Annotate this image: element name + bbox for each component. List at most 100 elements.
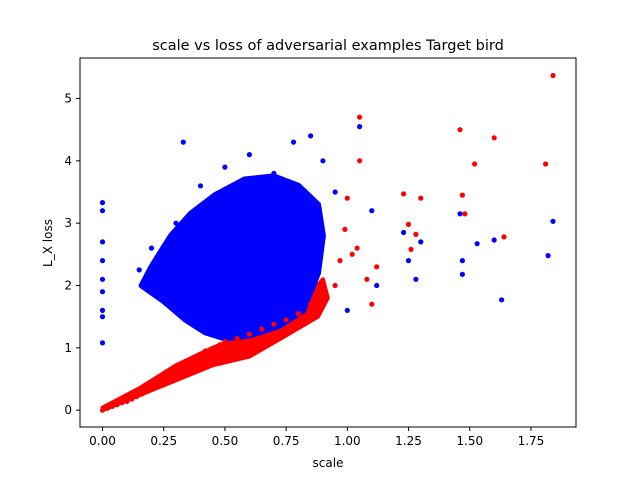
red-point [408,246,414,252]
red-point [153,383,159,390]
blue-point [459,258,465,264]
red-point [491,135,497,141]
blue-point [271,170,277,176]
red-point [134,393,140,400]
red-point [550,72,556,79]
red-point [246,331,252,337]
y-tick-label: 0 [64,403,72,417]
red-point [222,339,228,345]
red-point [259,326,265,332]
chart-title: scale vs loss of adversarial examples Ta… [152,38,504,54]
blue-point [99,289,106,295]
dense-point-clouds [100,173,330,413]
red-point [283,317,289,323]
red-point [295,311,301,317]
y-tick-label: 4 [64,154,72,168]
red-point [168,375,174,381]
red-dense-cluster [100,277,330,413]
red-point [369,301,375,307]
x-tick-label: 1.75 [518,434,545,448]
red-point [357,114,363,120]
red-point [144,388,150,395]
x-tick-label: 0.75 [273,434,300,448]
red-point [337,258,343,264]
blue-point [550,218,556,224]
blue-point [99,307,106,313]
red-point [163,377,169,383]
blue-point [99,208,106,214]
red-point [124,398,130,404]
blue-point [99,200,106,206]
blue-point [491,237,497,243]
x-axis-ticks: 0.00 0.25 0.50 0.75 1.00 1.25 1.50 1.75 [89,427,544,448]
red-point [320,295,326,301]
red-point [234,335,240,342]
red-point [457,127,463,133]
x-axis-label: scale [313,456,344,470]
x-tick-label: 0.50 [212,434,239,448]
blue-point [99,340,106,346]
red-point [413,231,419,237]
red-point [139,391,145,397]
blue-point [99,258,106,264]
blue-point [418,239,424,245]
red-point [173,371,179,377]
y-tick-label: 2 [64,279,72,293]
red-point [543,161,549,167]
red-point [405,221,412,227]
red-point [462,211,468,217]
red-point [459,192,465,198]
y-axis-ticks: 0 1 2 3 4 5 [64,92,80,417]
blue-point [290,139,297,145]
red-point [129,396,135,402]
red-point [308,301,314,307]
red-point [109,403,115,409]
x-tick-label: 1.00 [334,434,361,448]
blue-point [457,211,463,217]
data-points [99,72,556,413]
red-point [104,405,110,411]
blue-dense-cluster [138,173,326,342]
red-point [332,282,338,289]
red-point [119,400,125,406]
blue-point [369,208,375,214]
red-point [344,195,350,201]
red-point [374,264,380,270]
plot-frame [79,57,577,428]
red-point [342,226,348,232]
red-point [364,276,370,282]
red-point [354,245,360,251]
y-axis-label: L_X loss [41,219,55,267]
red-point [349,251,355,257]
red-point [271,321,277,327]
blue-point [99,276,106,282]
blue-point [173,220,179,226]
red-point [148,386,155,392]
red-point [193,356,199,362]
red-point [472,161,478,167]
red-point [217,342,223,348]
blue-point [545,253,551,259]
blue-point [405,258,412,264]
blue-point [99,239,106,245]
red-point [188,360,194,366]
red-point [210,346,216,352]
blue-point [246,152,252,158]
blue-point [401,229,407,236]
red-point [158,380,164,386]
blue-point [344,307,350,313]
x-tick-label: 1.25 [395,434,422,448]
blue-point [136,267,142,273]
x-tick-label: 0.25 [150,434,177,448]
x-tick-label: 1.50 [456,434,483,448]
red-point [178,368,184,374]
blue-point [332,189,338,195]
y-tick-label: 5 [64,92,72,106]
y-tick-label: 1 [64,341,72,355]
blue-point [459,271,465,277]
x-tick-label: 0.00 [89,434,116,448]
y-tick-label: 3 [64,216,72,230]
blue-point [474,241,480,247]
blue-point [374,282,380,289]
